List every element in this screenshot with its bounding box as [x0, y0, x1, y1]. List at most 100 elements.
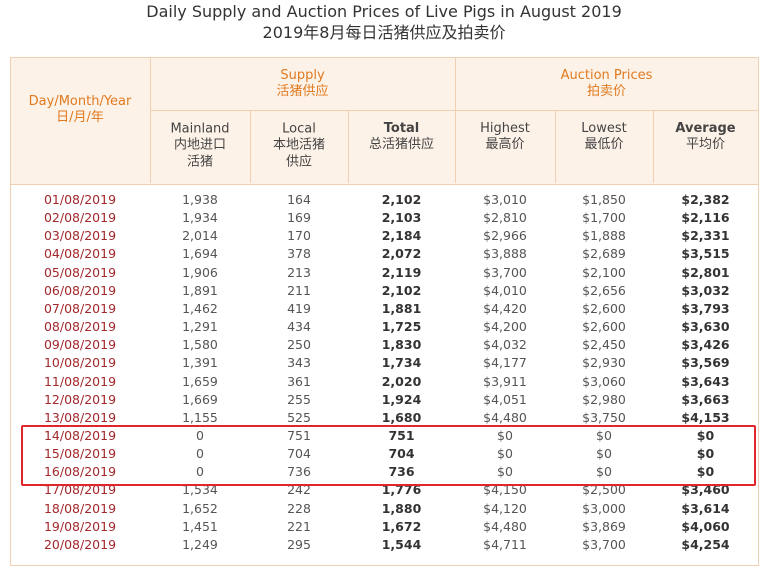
- cell: $4,120: [483, 500, 527, 516]
- cell: 2,072: [381, 246, 422, 262]
- cell: 2,119: [381, 264, 422, 280]
- date-cell: 08/08/2019: [43, 319, 117, 335]
- column-zh: 总活猪供应: [368, 137, 435, 152]
- date-cell: 06/08/2019: [43, 282, 117, 298]
- cell: 1,934: [182, 210, 218, 226]
- cell: $4,032: [483, 337, 527, 353]
- cell: $2,100: [582, 264, 626, 280]
- cell: $4,051: [483, 391, 527, 407]
- column-en: Lowest: [581, 120, 627, 136]
- date-cell: 12/08/2019: [43, 391, 117, 407]
- cell: 1,694: [182, 246, 218, 262]
- cell: 1,924: [381, 391, 422, 407]
- date-cell: 11/08/2019: [43, 373, 117, 389]
- date-header-zh: 日/月/年: [56, 110, 104, 125]
- cell: $3,700: [483, 264, 527, 280]
- cell: 170: [287, 228, 311, 244]
- divider: [250, 110, 251, 183]
- cell: $3,700: [582, 537, 626, 553]
- cell: 1,938: [182, 192, 218, 208]
- group-zh: 活猪供应: [276, 84, 329, 99]
- cell: $2,930: [582, 355, 626, 371]
- cell: 361: [287, 373, 311, 389]
- cell: 1,725: [381, 319, 422, 335]
- cell: $3,032: [681, 282, 730, 298]
- divider: [653, 110, 654, 183]
- cell: 0: [196, 428, 204, 444]
- cell: 1,652: [182, 500, 218, 516]
- column-zh: 本地活猪: [272, 137, 326, 153]
- cell: 169: [287, 210, 311, 226]
- cell: $2,689: [582, 246, 626, 262]
- date-cell: 05/08/2019: [43, 264, 117, 280]
- cell: $2,382: [681, 192, 730, 208]
- column-header: Mainland 内地进口 活猪: [170, 122, 229, 171]
- cell: $3,663: [681, 391, 730, 407]
- column-zh: 最高价: [485, 137, 525, 152]
- cell: 1,672: [381, 518, 422, 534]
- column-header: Highest 最高价: [480, 121, 530, 154]
- cell: 1,881: [381, 301, 422, 317]
- cell: $0: [696, 428, 715, 444]
- divider: [150, 57, 151, 183]
- cell: 525: [287, 409, 311, 425]
- column-en: Total: [383, 120, 420, 136]
- cell: 343: [287, 355, 311, 371]
- cell: 295: [287, 537, 311, 553]
- cell: $2,810: [483, 210, 527, 226]
- cell: 434: [287, 319, 311, 335]
- column-zh: 活猪: [186, 154, 214, 170]
- column-en: Highest: [480, 120, 530, 136]
- cell: $3,630: [681, 319, 730, 335]
- cell: $4,060: [681, 518, 730, 534]
- cell: 1,291: [182, 319, 218, 335]
- cell: $0: [696, 464, 715, 480]
- cell: 751: [388, 428, 415, 444]
- date-cell: 14/08/2019: [43, 428, 117, 444]
- cell: 0: [196, 446, 204, 462]
- cell: 2,014: [182, 228, 218, 244]
- cell: 419: [287, 301, 311, 317]
- date-cell: 10/08/2019: [43, 355, 117, 371]
- group-header: Supply 活猪供应: [276, 68, 328, 101]
- cell: $0: [497, 428, 513, 444]
- column-zh: 内地进口: [173, 137, 227, 153]
- cell: 2,184: [381, 228, 422, 244]
- cell: $1,888: [582, 228, 626, 244]
- column-header: Lowest 最低价: [581, 121, 626, 154]
- cell: 2,102: [381, 282, 422, 298]
- cell: 736: [388, 464, 415, 480]
- date-cell: 19/08/2019: [43, 518, 117, 534]
- cell: $0: [497, 446, 513, 462]
- cell: $1,700: [582, 210, 626, 226]
- date-cell: 01/08/2019: [43, 192, 117, 208]
- cell: $0: [596, 446, 612, 462]
- cell: $2,801: [681, 264, 730, 280]
- cell: $3,614: [681, 500, 730, 516]
- date-cell: 16/08/2019: [43, 464, 117, 480]
- cell: $0: [696, 446, 715, 462]
- cell: 1,580: [182, 337, 218, 353]
- cell: $3,060: [582, 373, 626, 389]
- cell: $0: [596, 464, 612, 480]
- cell: 1,906: [182, 264, 218, 280]
- cell: $3,643: [681, 373, 730, 389]
- cell: $3,569: [681, 355, 730, 371]
- divider: [555, 110, 556, 183]
- cell: $3,750: [582, 409, 626, 425]
- date-cell: 17/08/2019: [43, 482, 117, 498]
- column-en: Mainland: [170, 121, 230, 137]
- cell: 736: [287, 464, 311, 480]
- column-zh: 供应: [285, 154, 313, 170]
- cell: $2,980: [582, 391, 626, 407]
- cell: $2,331: [681, 228, 730, 244]
- cell: 211: [287, 282, 311, 298]
- cell: $4,711: [483, 537, 527, 553]
- group-header: Auction Prices 拍卖价: [561, 68, 653, 101]
- subtitle: 2019年8月每日活猪供应及拍卖价: [262, 23, 506, 42]
- cell: 2,103: [381, 210, 422, 226]
- cell: 704: [388, 446, 415, 462]
- column-en: Average: [675, 120, 736, 136]
- highlight-box: [21, 425, 756, 486]
- column-header: Total 总活猪供应: [369, 121, 434, 154]
